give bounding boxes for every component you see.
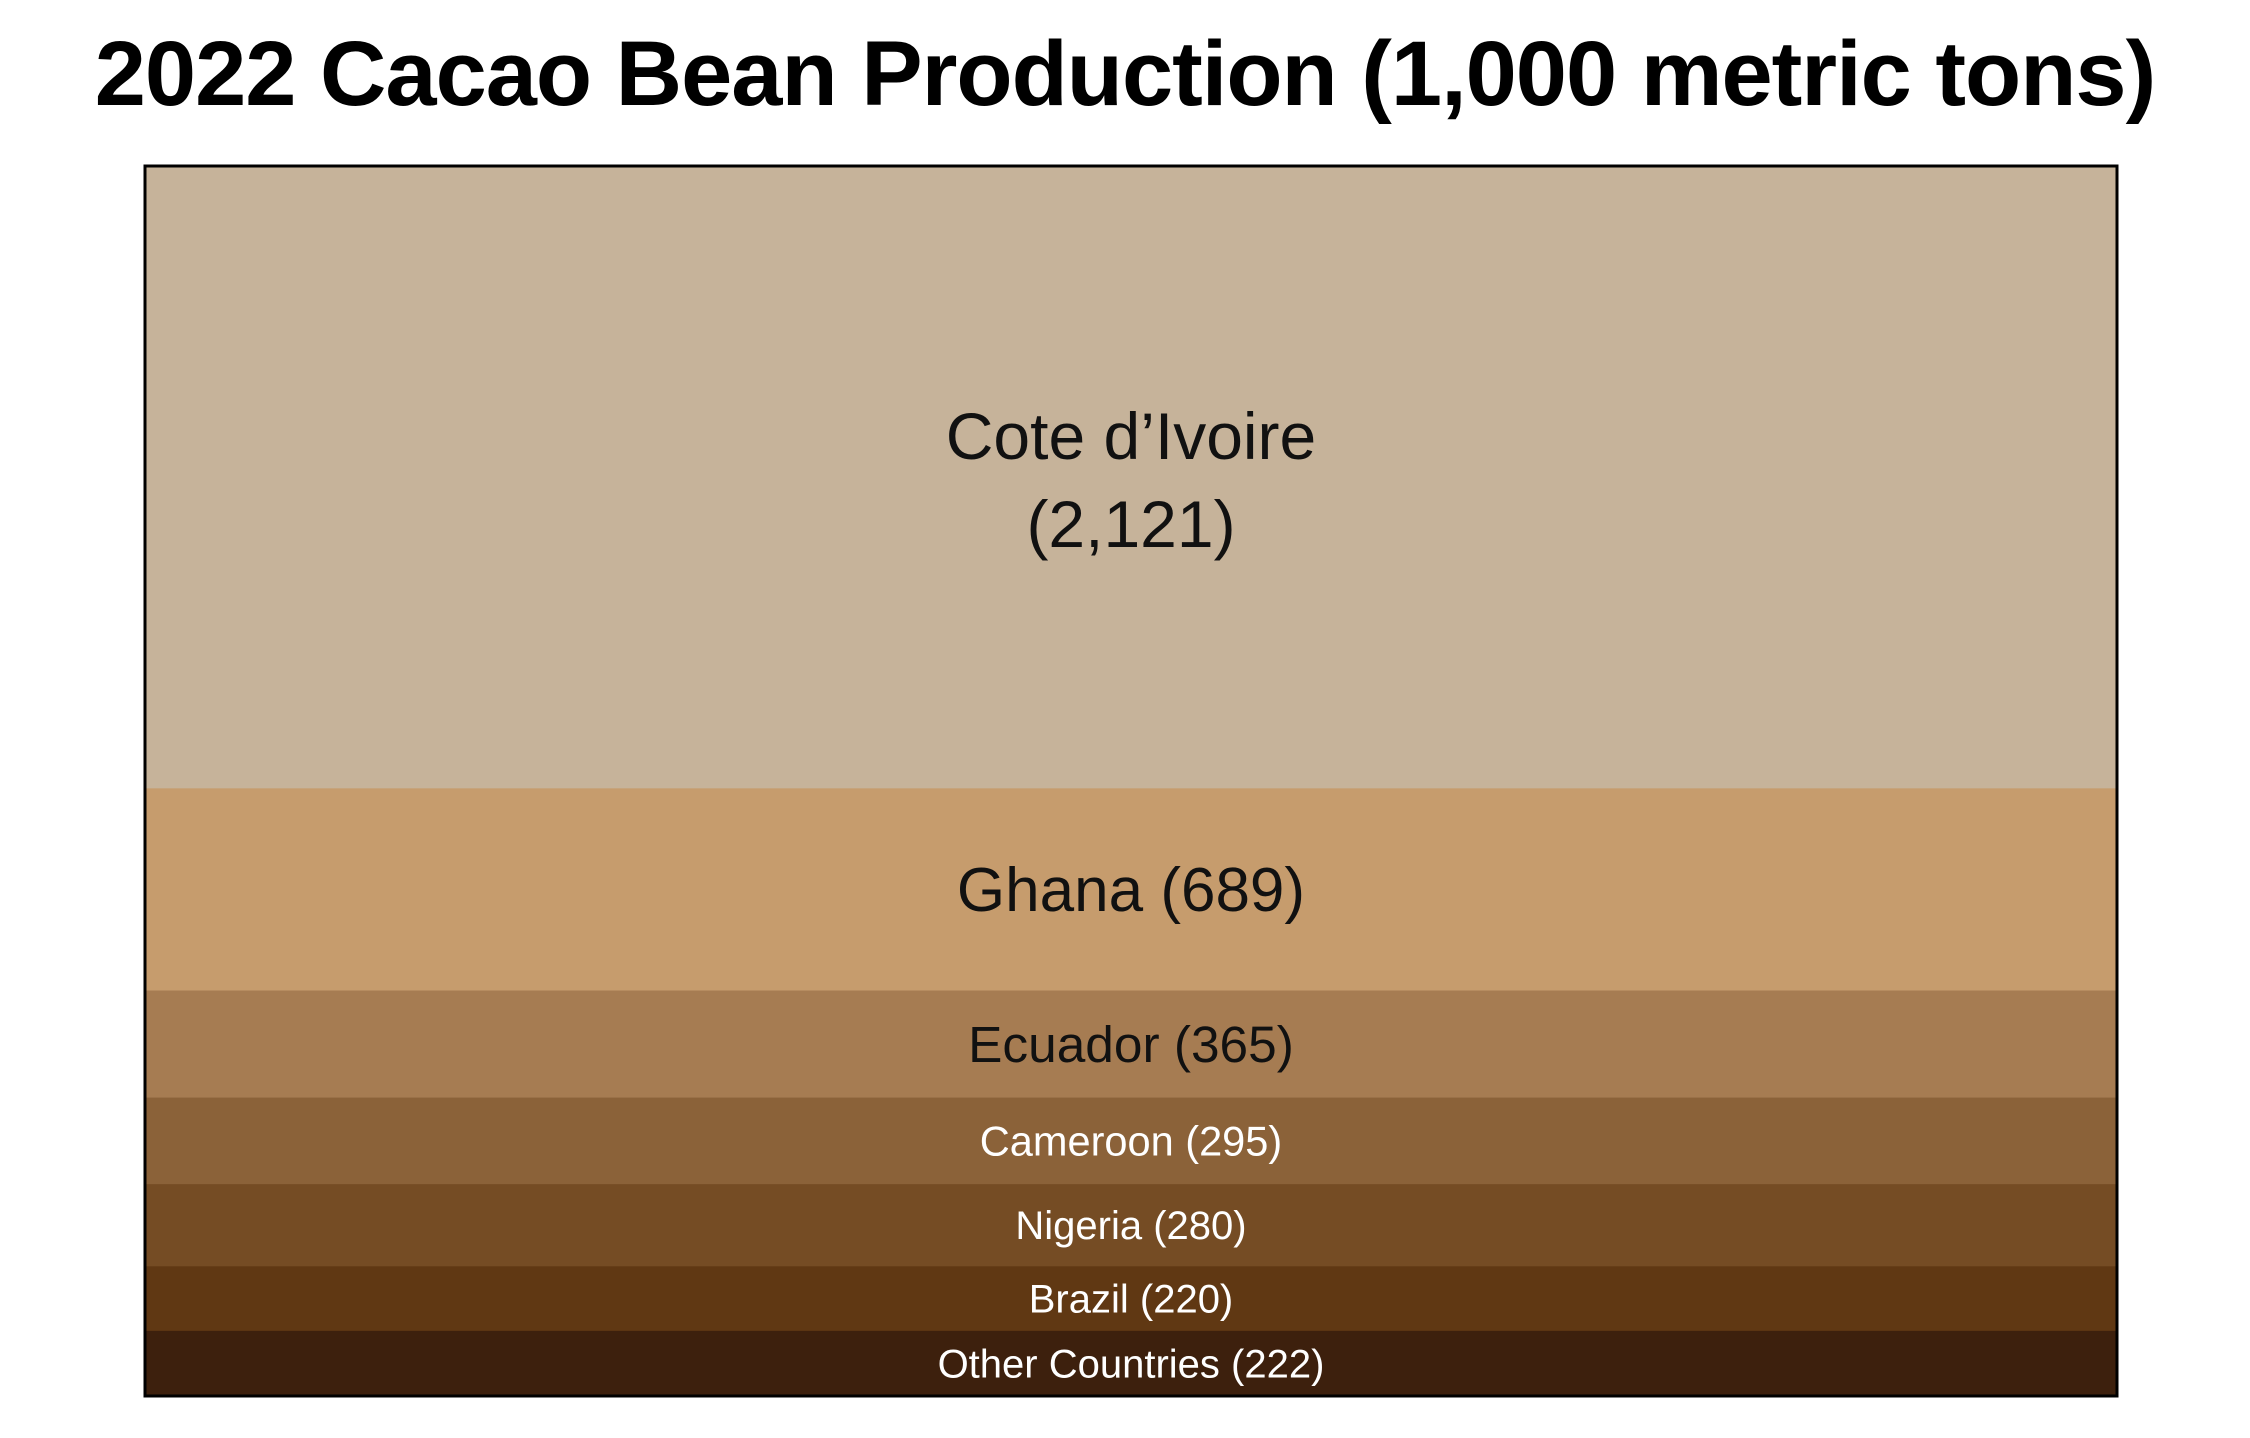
segment-label-nigeria: Nigeria (280) bbox=[1015, 1204, 1246, 1248]
bar-segment-cameroon bbox=[145, 1097, 2117, 1185]
bar-segment-cote-d-ivoire bbox=[145, 166, 2117, 789]
segment-name: Cameroon bbox=[980, 1117, 1185, 1164]
bar-segment-other-countries bbox=[145, 1330, 2117, 1397]
segment-value: (295) bbox=[1185, 1117, 1282, 1164]
segment-value: (365) bbox=[1174, 1015, 1294, 1073]
bar-segment-nigeria bbox=[145, 1184, 2117, 1267]
segment-name: Brazil bbox=[1029, 1278, 1140, 1322]
chart-frame bbox=[143, 164, 2119, 1398]
segment-value: (2,121) bbox=[1026, 487, 1235, 561]
bar-segment-ecuador bbox=[145, 990, 2117, 1099]
bar-segment-brazil bbox=[145, 1266, 2117, 1332]
segment-name: Cote d’Ivoire bbox=[946, 399, 1317, 473]
segment-name: Other Countries bbox=[938, 1342, 1231, 1386]
segment-name: Ecuador bbox=[968, 1015, 1174, 1073]
segment-label-other-countries: Other Countries (222) bbox=[938, 1342, 1325, 1386]
segment-label-ghana: Ghana (689) bbox=[957, 856, 1305, 925]
chart-title: 2022 Cacao Bean Production (1,000 metric… bbox=[94, 23, 2156, 125]
segment-value: (689) bbox=[1160, 856, 1305, 925]
segment-label-brazil: Brazil (220) bbox=[1029, 1278, 1234, 1322]
segment-name: Ghana bbox=[957, 856, 1160, 925]
segment-value: (222) bbox=[1231, 1342, 1324, 1386]
segment-value: (220) bbox=[1140, 1278, 1233, 1322]
segment-label-cote-d-ivoire: Cote d’Ivoire (2,121) bbox=[946, 399, 1317, 561]
segment-label-cameroon: Cameroon (295) bbox=[980, 1117, 1282, 1164]
labels-layer: Cote d’Ivoire (2,121) Ghana (689) Ecuador (… bbox=[938, 399, 1325, 1386]
segment-label-ecuador: Ecuador (365) bbox=[968, 1015, 1294, 1073]
segments-layer bbox=[145, 166, 2117, 1397]
segment-name: Nigeria bbox=[1015, 1204, 1153, 1248]
bar-segment-ghana bbox=[145, 788, 2117, 991]
segment-value: (280) bbox=[1153, 1204, 1246, 1248]
